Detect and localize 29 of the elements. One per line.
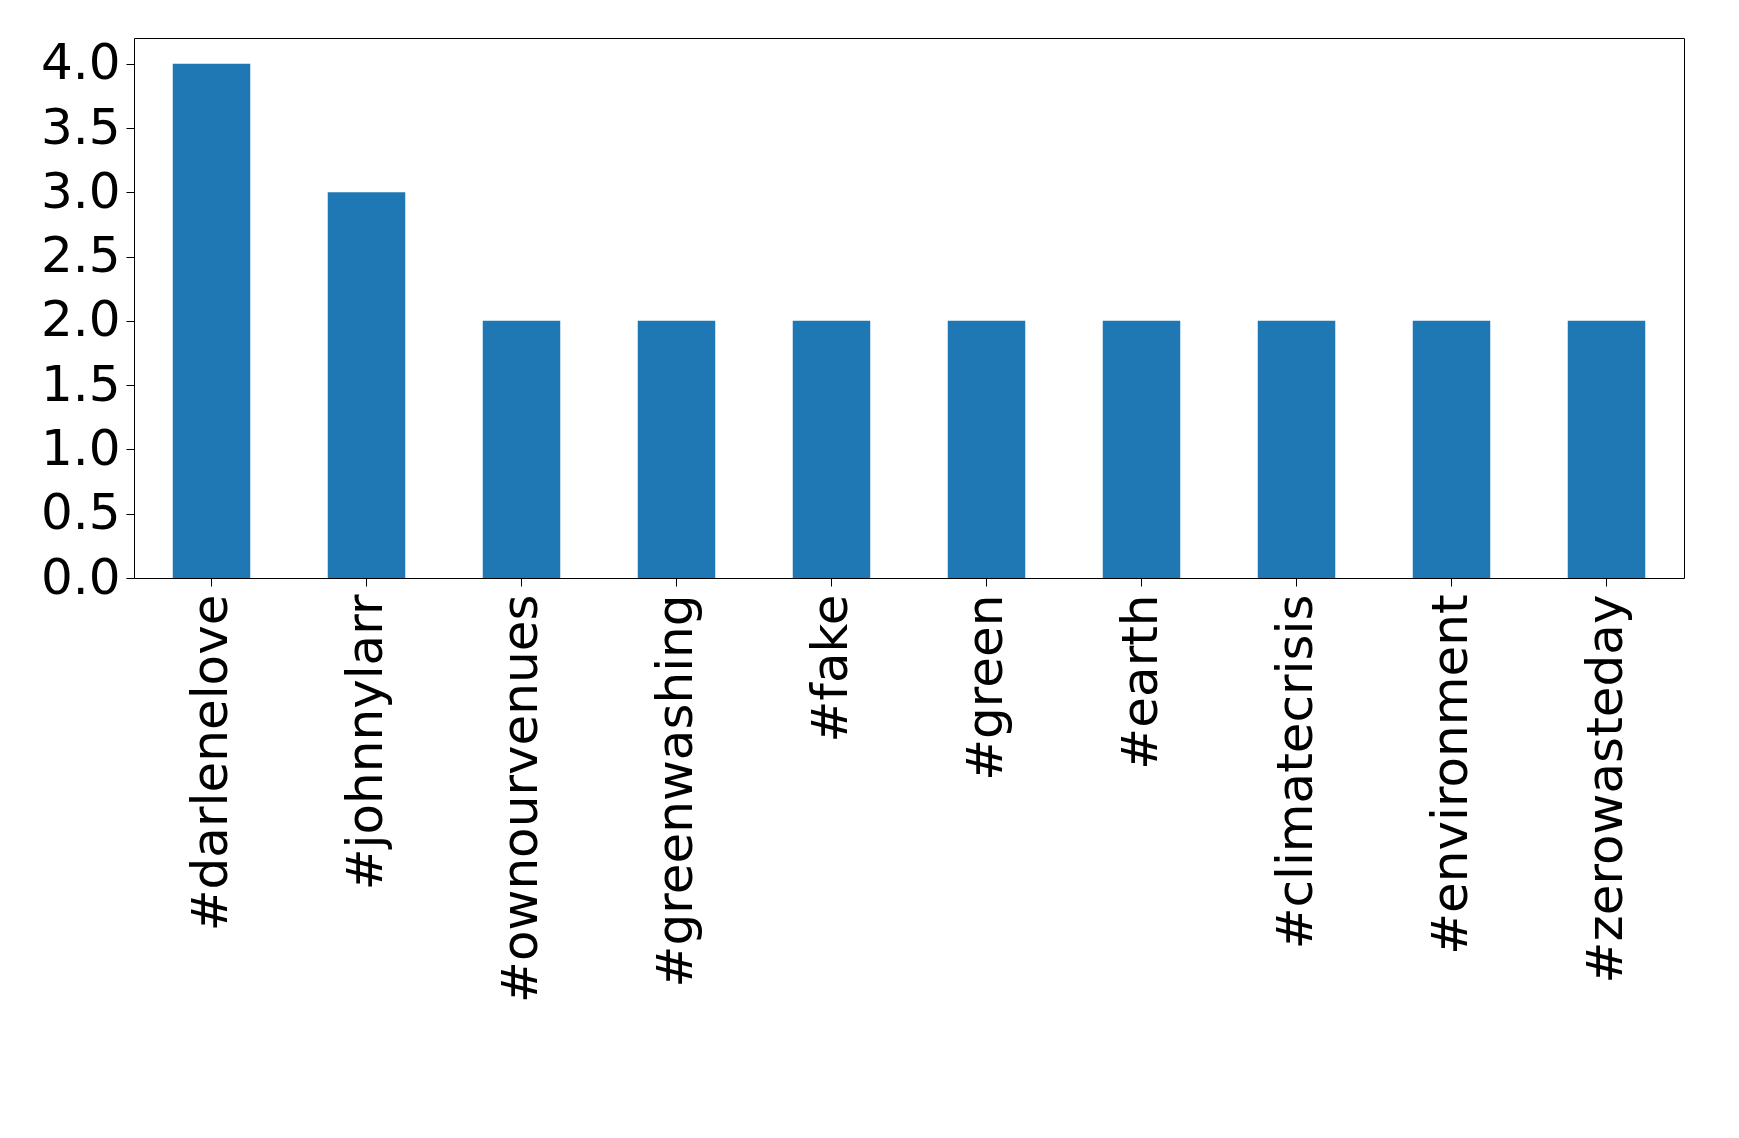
x-tick-label: #darlenelove [180,594,239,932]
x-tick-label: #greenwashing [645,594,704,988]
bar [172,63,251,578]
bar [1257,320,1336,578]
bar [327,192,406,578]
y-tick-label: 2.0 [40,290,121,349]
bar [792,320,871,578]
x-tick-label: #green [955,594,1014,781]
bar [482,320,561,578]
x-tick-label: #zerowasteday [1575,594,1634,984]
y-tick-label: 1.0 [40,418,121,477]
bar [1412,320,1491,578]
y-tick-label: 4.0 [40,33,121,92]
x-tick-label: #ownourvenues [490,594,549,1003]
bar [637,320,716,578]
y-tick-label: 1.5 [40,354,121,413]
y-tick-label: 3.5 [40,97,121,156]
y-tick-label: 3.0 [40,161,121,220]
x-tick-label: #environment [1420,594,1479,955]
x-tick-label: #earth [1110,594,1169,770]
y-tick-label: 0.0 [40,547,121,606]
y-tick-label: 2.5 [40,226,121,285]
y-tick-label: 0.5 [40,483,121,542]
x-tick-label: #johnnylarr [335,594,394,891]
bar [1102,320,1181,578]
bar [947,320,1026,578]
bar [1567,320,1646,578]
x-tick-label: #fake [800,594,859,743]
x-tick-label: #climatecrisis [1265,594,1324,950]
